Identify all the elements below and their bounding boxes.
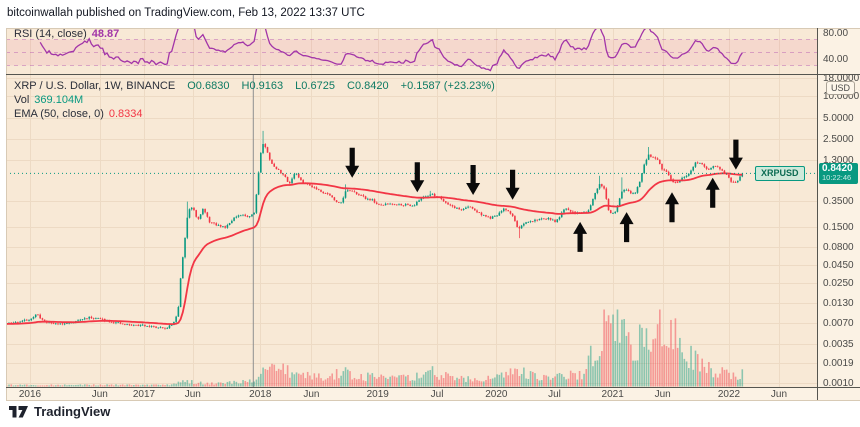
arrow-down-icon: [345, 147, 360, 178]
ohlc-low: L0.6725: [295, 80, 335, 92]
ohlc-high: H0.9163: [241, 80, 284, 92]
rsi-axis-label: 80.00: [823, 28, 849, 39]
volume-bars: [7, 309, 744, 387]
time-axis-label: 2016: [18, 389, 42, 400]
rsi-legend[interactable]: RSI (14, close) 48.87: [14, 28, 119, 40]
time-axis-label: Jul: [430, 389, 444, 400]
ohlc-change: +0.1587 (+23.23%): [400, 80, 495, 92]
time-axis-label: Jun: [184, 389, 201, 400]
symbol-price-label-badge: XRPUSD: [755, 166, 805, 182]
chart-background: [6, 28, 818, 388]
time-axis-label: 2021: [601, 389, 624, 400]
rsi-legend-value: 48.87: [91, 28, 120, 40]
price-axis-label: 0.0130: [823, 298, 854, 310]
tradingview-logo-text: TradingView: [34, 404, 111, 419]
rsi-axis-label: 40.00: [823, 54, 849, 65]
arrow-up-icon: [573, 221, 588, 252]
arrow-up-icon: [705, 177, 720, 208]
time-axis-label: Jul: [548, 389, 561, 400]
symbol-legend[interactable]: XRP / U.S. Dollar, 1W, BINANCE O0.6830 H…: [14, 80, 495, 92]
ohlc-close: C0.8420: [347, 80, 389, 92]
symbol-title: XRP / U.S. Dollar, 1W, BINANCE: [14, 80, 176, 92]
time-axis-label: Jun: [303, 389, 320, 400]
price-axis-label: 0.0035: [823, 339, 854, 351]
currency-badge: USD: [826, 81, 856, 95]
arrow-down-icon: [466, 165, 481, 195]
ohlc-open: O0.6830: [187, 80, 230, 92]
gridlines: [6, 28, 818, 388]
arrow-down-icon: [728, 139, 743, 170]
rsi-price-axis[interactable]: 80.00 40.00: [818, 28, 860, 73]
rsi-band: [6, 39, 818, 66]
volume-legend[interactable]: Vol 369.104M: [14, 94, 83, 106]
price-axis-label: 0.0800: [823, 241, 854, 253]
arrow-down-icon: [410, 162, 425, 193]
time-axis-label: 2022: [717, 389, 741, 400]
arrow-up-icon: [665, 192, 679, 223]
time-axis[interactable]: 2016 Jun 2017 Jun 2018 Jun 2019 Jul 2020 Jul 2021 J…: [6, 388, 818, 401]
candlesticks: [7, 130, 744, 330]
last-price-value: 0.8420: [822, 162, 853, 174]
time-axis-label: Jun: [91, 389, 108, 400]
price-axis-label: 0.0070: [823, 317, 854, 329]
ema-legend-value: 0.8334: [108, 108, 143, 120]
ema-legend[interactable]: EMA (50, close, 0) 0.8334: [14, 108, 143, 120]
price-axis-label: 18.0000: [823, 75, 860, 84]
price-axis-label: 0.0019: [823, 358, 854, 370]
price-axis-label: 0.0010: [823, 378, 854, 387]
time-axis-label: Jun: [654, 389, 671, 400]
volume-legend-value: 369.104M: [34, 94, 84, 106]
price-axis-label: 2.5000: [823, 134, 854, 146]
price-axis-label: 0.1500: [823, 222, 854, 234]
time-axis-label: 2017: [132, 389, 156, 400]
price-axis-label: 5.0000: [823, 112, 854, 124]
time-axis-label: 2019: [366, 389, 389, 400]
arrow-down-icon: [505, 169, 520, 200]
ema-legend-label: EMA (50, close, 0): [14, 108, 104, 120]
tradingview-branding[interactable]: TradingView: [8, 404, 110, 419]
price-axis-label: 10.0000: [823, 91, 860, 103]
ema-line: [7, 172, 743, 326]
tradingview-logo-icon: [9, 405, 28, 417]
price-axis-label: 0.3500: [823, 195, 854, 207]
volume-legend-label: Vol: [14, 94, 30, 106]
arrow-up-icon: [619, 212, 634, 243]
time-axis-label: Jun: [770, 389, 788, 400]
price-axis[interactable]: 18.0000 10.0000 5.0000 2.5000 1.3000 0.3500 0.…: [818, 75, 860, 387]
price-axis-label: 0.0450: [823, 259, 854, 271]
annotation-arrows: [345, 139, 743, 252]
price-axis-label: 0.0250: [823, 277, 854, 289]
rsi-legend-label: RSI (14, close): [14, 28, 87, 40]
last-price-badge: 0.8420 10:22:46: [819, 162, 858, 184]
price-axis-label: 1.3000: [823, 154, 854, 166]
time-axis-label: 2020: [485, 389, 508, 400]
rsi-line: [39, 29, 743, 72]
bar-countdown: 10:22:46: [822, 172, 852, 182]
time-axis-label: 2018: [249, 389, 272, 400]
published-note: bitcoinwallah published on TradingView.c…: [7, 7, 365, 19]
